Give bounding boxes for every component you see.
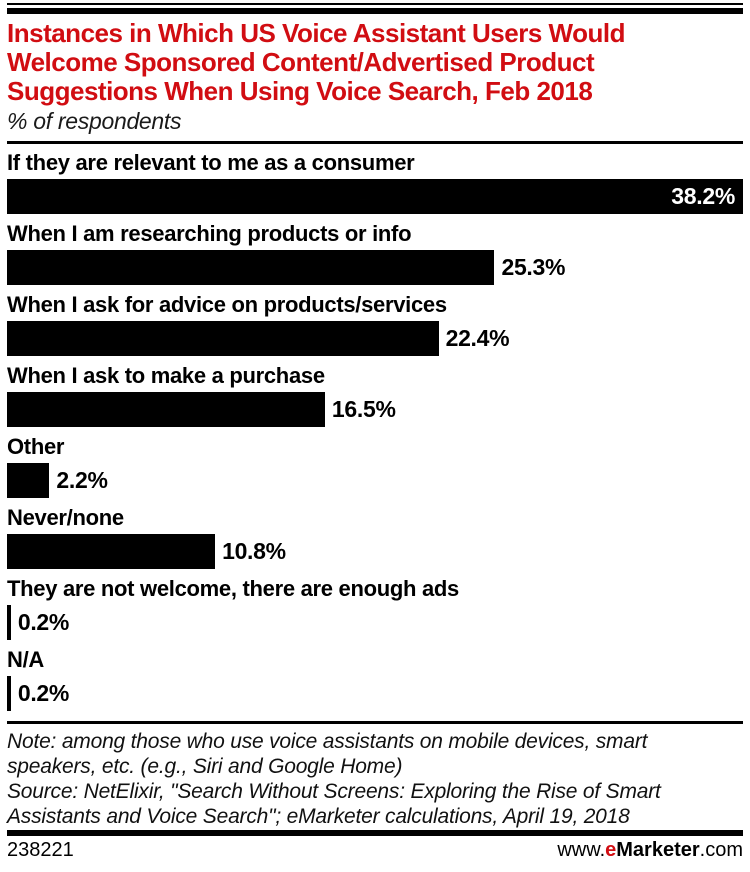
bottom-rule [7, 830, 743, 836]
top-thick-rule [7, 8, 743, 14]
category-label: They are not welcome, there are enough a… [7, 576, 459, 601]
bar-track: 16.5% [7, 392, 743, 427]
site-brand: Marketer [616, 839, 700, 861]
category-label: Other [7, 434, 65, 459]
value-label: 22.4% [445, 325, 510, 351]
bar-track: 25.3% [7, 250, 743, 285]
bar-track: 10.8% [7, 534, 743, 569]
chart-row: If they are relevant to me as a consumer… [7, 150, 743, 214]
value-label: 38.2% [671, 183, 735, 209]
bar [7, 463, 50, 498]
bar [7, 392, 325, 427]
chart-row: When I ask for advice on products/servic… [7, 292, 743, 356]
chart-row: When I ask to make a purchase 16.5% [7, 363, 743, 427]
value-label: 25.3% [501, 254, 566, 280]
bar-chart: If they are relevant to me as a consumer… [7, 144, 743, 711]
value-label: 16.5% [331, 396, 396, 422]
chart-row: Other 2.2% [7, 434, 743, 498]
chart-subtitle: % of respondents [7, 108, 182, 134]
category-label: If they are relevant to me as a consumer [7, 150, 415, 175]
bar [7, 605, 11, 640]
chart-row: When I am researching products or info 25… [7, 221, 743, 285]
bar [7, 676, 11, 711]
bar-track: 0.2% [7, 605, 743, 640]
top-thin-rule [7, 3, 743, 5]
note-line-2: speakers, etc. (e.g., Siri and Google Ho… [7, 755, 403, 778]
value-label: 0.2% [17, 609, 70, 635]
site-suffix: .com [699, 839, 743, 861]
emarketer-wordmark: www.eMarketer.com [557, 839, 743, 862]
chart-title-line-2: Welcome Sponsored Content/Advertised Pro… [7, 47, 595, 77]
value-label: 2.2% [56, 467, 108, 493]
chart-title: Instances in Which US Voice Assistant Us… [7, 19, 743, 106]
source-line-2: Assistants and Voice Search"; eMarketer … [7, 805, 630, 828]
site-e-accent: e [605, 839, 617, 861]
category-label: When I ask to make a purchase [7, 363, 325, 388]
chart-title-line-3: Suggestions When Using Voice Search, Feb… [7, 76, 593, 106]
bar-track: 0.2% [7, 676, 743, 711]
bar-track: 22.4% [7, 321, 743, 356]
bar [7, 321, 439, 356]
source-line-1: Source: NetElixir, "Search Without Scree… [7, 780, 661, 803]
chart-row: N/A 0.2% [7, 647, 743, 711]
category-label: N/A [7, 647, 44, 672]
footer-divider [7, 721, 743, 724]
category-label: When I am researching products or info [7, 221, 412, 246]
chart-notes: Note: among those who use voice assistan… [7, 724, 743, 829]
chart-id: 238221 [7, 839, 74, 861]
header-divider [7, 141, 743, 144]
chart-row: Never/none 10.8% [7, 505, 743, 569]
category-label: When I ask for advice on products/servic… [7, 292, 447, 317]
note-line-1: Note: among those who use voice assistan… [7, 730, 648, 753]
category-label: Never/none [7, 505, 124, 530]
bar-track: 2.2% [7, 463, 743, 498]
value-label: 10.8% [222, 538, 286, 564]
chart-header: Instances in Which US Voice Assistant Us… [7, 19, 743, 135]
bar [7, 250, 495, 285]
footer-bar: 238221 www.eMarketer.com [7, 839, 743, 862]
chart-row: They are not welcome, there are enough a… [7, 576, 743, 640]
bar: 38.2% [7, 179, 743, 214]
bar-track: 38.2% [7, 179, 743, 214]
chart-title-line-1: Instances in Which US Voice Assistant Us… [7, 18, 625, 48]
bar [7, 534, 216, 569]
site-prefix: www. [557, 839, 606, 861]
value-label: 0.2% [17, 680, 70, 706]
